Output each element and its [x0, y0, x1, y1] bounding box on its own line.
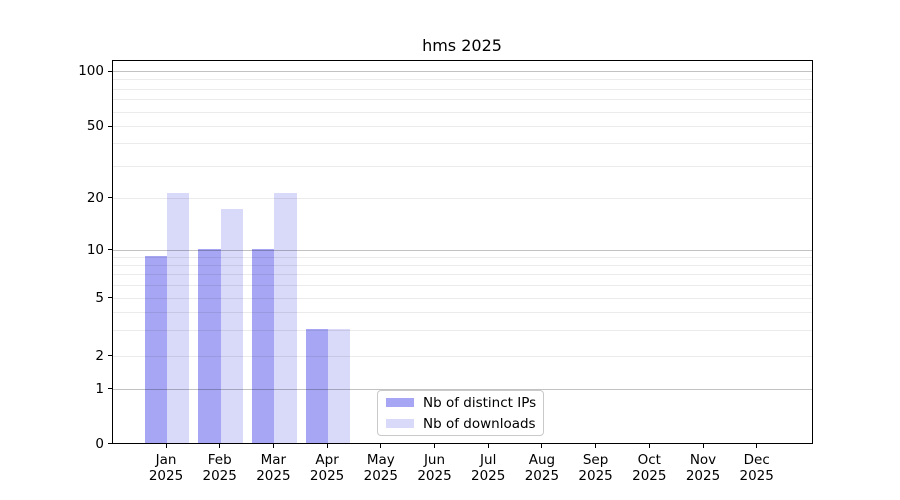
- gridline-y-100: [113, 71, 812, 72]
- gridline-y-1: [113, 388, 812, 390]
- x-tick-label-apr: Apr 2025: [309, 452, 345, 484]
- bar-nb-of-downloads-apr: [328, 329, 351, 443]
- x-tick-label-jul: Jul 2025: [471, 452, 506, 484]
- legend-label-distinct-ips: Nb of distinct IPs: [423, 394, 537, 411]
- gridline-y-90: [113, 79, 812, 81]
- y-tick-mark-5: [108, 297, 112, 298]
- bar-nb-of-downloads-feb: [220, 209, 243, 443]
- y-tick-label-5: 5: [95, 289, 104, 306]
- x-tick-mark-aug: [541, 444, 543, 448]
- y-tick-mark-50: [108, 125, 112, 127]
- x-tick-mark-mar: [272, 444, 274, 448]
- gridline-y-2: [113, 355, 812, 357]
- chart-title: hms 2025: [422, 36, 502, 55]
- x-tick-label-jan: Jan 2025: [148, 452, 184, 484]
- gridline-y-80: [113, 88, 812, 90]
- x-tick-label-may: May 2025: [363, 452, 398, 484]
- y-tick-label-50: 50: [86, 118, 104, 134]
- bar-nb-of-downloads-mar: [274, 193, 297, 443]
- x-tick-label-aug: Aug 2025: [524, 452, 560, 484]
- gridline-y-40: [113, 143, 812, 145]
- x-tick-mark-nov: [702, 444, 704, 448]
- gridline-y-70: [113, 99, 812, 101]
- y-tick-mark-10: [108, 249, 112, 250]
- gridline-y-4: [113, 311, 812, 313]
- gridline-y-8: [113, 264, 812, 266]
- x-tick-mark-sep: [595, 444, 597, 448]
- bars-layer: [113, 61, 812, 443]
- gridline-y-9: [113, 256, 812, 258]
- x-tick-mark-jul: [487, 444, 489, 448]
- gridline-y-60: [113, 111, 812, 113]
- gridline-y-20: [113, 197, 812, 199]
- plot-area: [112, 60, 813, 444]
- gridline-y-10: [113, 249, 812, 251]
- gridline-y-50: [113, 126, 812, 127]
- x-tick-label-jun: Jun 2025: [417, 452, 452, 484]
- x-tick-mark-feb: [219, 444, 221, 448]
- gridline-y-7: [113, 274, 812, 276]
- bar-nb-of-downloads-jan: [167, 193, 190, 443]
- gridline-y-5: [113, 297, 812, 299]
- x-tick-mark-may: [380, 444, 382, 448]
- x-tick-label-nov: Nov 2025: [685, 452, 721, 484]
- x-tick-label-dec: Dec 2025: [739, 452, 774, 484]
- bar-nb-of-distinct-ips-jan: [144, 256, 167, 443]
- x-tick-label-oct: Oct 2025: [632, 452, 667, 484]
- x-tick-label-feb: Feb 2025: [202, 452, 237, 484]
- y-tick-label-100: 100: [78, 63, 104, 79]
- legend: Nb of distinct IPs Nb of downloads: [377, 390, 544, 436]
- y-tick-label-20: 20: [86, 189, 104, 206]
- legend-swatch-downloads: [386, 418, 414, 429]
- legend-label-downloads: Nb of downloads: [423, 415, 536, 432]
- gridline-y-3: [113, 329, 812, 331]
- y-tick-label-1: 1: [95, 380, 104, 397]
- x-tick-mark-apr: [326, 444, 328, 448]
- x-tick-mark-jan: [165, 444, 167, 448]
- y-tick-mark-20: [108, 197, 112, 198]
- y-tick-mark-1: [108, 388, 112, 389]
- legend-swatch-distinct-ips: [386, 397, 414, 408]
- x-tick-mark-dec: [756, 444, 758, 448]
- y-tick-label-10: 10: [86, 241, 104, 258]
- y-tick-label-2: 2: [95, 347, 104, 364]
- legend-item-downloads: Nb of downloads: [386, 414, 543, 434]
- bar-nb-of-distinct-ips-mar: [252, 249, 275, 443]
- y-tick-mark-2: [108, 355, 112, 356]
- y-tick-mark-0: [108, 443, 112, 444]
- x-tick-label-mar: Mar 2025: [256, 452, 291, 484]
- bar-nb-of-distinct-ips-feb: [198, 249, 221, 443]
- x-tick-mark-jun: [434, 444, 435, 448]
- gridline-y-6: [113, 284, 812, 286]
- gridline-y-30: [113, 165, 812, 167]
- legend-item-distinct-ips: Nb of distinct IPs: [386, 393, 543, 413]
- y-tick-label-0: 0: [95, 435, 104, 452]
- x-tick-label-sep: Sep 2025: [578, 452, 613, 484]
- grid-layer: [113, 61, 812, 443]
- y-tick-mark-100: [108, 70, 112, 72]
- bar-nb-of-distinct-ips-apr: [305, 329, 329, 443]
- x-tick-mark-oct: [648, 444, 650, 448]
